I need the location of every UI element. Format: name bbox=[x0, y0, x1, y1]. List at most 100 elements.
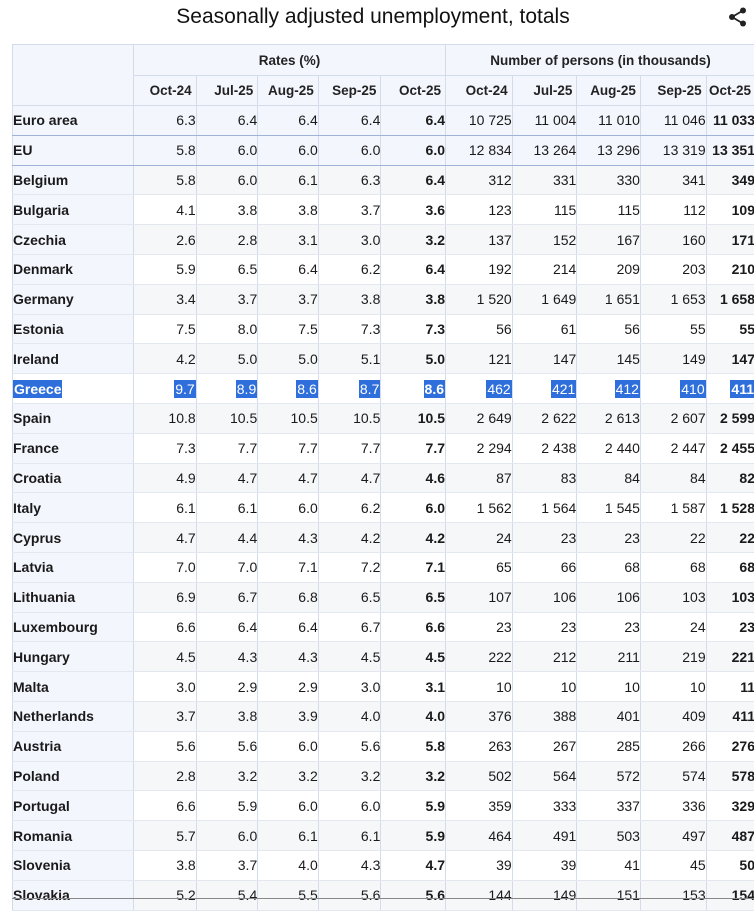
country-cell: Latvia bbox=[13, 552, 134, 582]
rate-cell-value: 7.1 bbox=[298, 559, 317, 575]
rate-cell-value: 4.1 bbox=[176, 202, 195, 218]
rate-cell-value: 6.4 bbox=[426, 112, 445, 128]
count-cell-value: 211 bbox=[618, 649, 640, 665]
count-cell: 68 bbox=[640, 552, 706, 582]
count-cell-value: 10 bbox=[561, 679, 577, 695]
rate-cell: 6.4 bbox=[258, 612, 319, 642]
country-label: Cyprus bbox=[13, 530, 61, 546]
country-label: Estonia bbox=[13, 321, 64, 337]
country-label: Belgium bbox=[13, 172, 68, 188]
count-cell-value: 10 bbox=[690, 679, 706, 695]
rate-cell: 6.6 bbox=[381, 612, 446, 642]
count-cell: 276 bbox=[706, 731, 754, 761]
count-col-header[interactable]: Jul-25 bbox=[512, 76, 577, 106]
rate-cell-value: 6.5 bbox=[426, 589, 445, 605]
rate-col-header[interactable]: Oct-24 bbox=[134, 76, 197, 106]
count-cell-value: 359 bbox=[488, 798, 511, 814]
count-cell-value: 13 351 bbox=[712, 142, 754, 158]
rate-cell: 10.5 bbox=[318, 403, 381, 433]
count-cell: 23 bbox=[446, 612, 513, 642]
count-cell: 83 bbox=[512, 463, 577, 493]
country-cell: Luxembourg bbox=[13, 612, 134, 642]
country-label: Hungary bbox=[13, 649, 70, 665]
rate-col-header[interactable]: Jul-25 bbox=[196, 76, 258, 106]
rate-cell-value: 4.4 bbox=[238, 530, 257, 546]
count-col-header[interactable]: Aug-25 bbox=[577, 76, 641, 106]
rate-cell: 3.8 bbox=[258, 195, 319, 225]
rate-col-header[interactable]: Oct-25 bbox=[381, 76, 446, 106]
count-cell-value: 171 bbox=[732, 232, 754, 248]
rate-cell: 6.0 bbox=[258, 493, 319, 523]
count-cell-value: 2 438 bbox=[541, 440, 576, 456]
rate-cell-value: 4.0 bbox=[298, 857, 317, 873]
rate-cell: 6.4 bbox=[258, 106, 319, 136]
count-cell: 149 bbox=[640, 344, 706, 374]
rate-cell: 5.9 bbox=[381, 821, 446, 851]
count-cell-value: 23 bbox=[624, 530, 640, 546]
rate-cell-value: 7.7 bbox=[238, 440, 257, 456]
count-cell: 123 bbox=[446, 195, 513, 225]
count-col-header[interactable]: Sep-25 bbox=[640, 76, 706, 106]
count-cell-value: 330 bbox=[617, 172, 640, 188]
rate-cell: 4.2 bbox=[134, 344, 197, 374]
count-cell: 336 bbox=[640, 791, 706, 821]
rate-cell: 6.4 bbox=[381, 254, 446, 284]
rate-cell: 10.5 bbox=[381, 403, 446, 433]
count-cell-value: 84 bbox=[624, 470, 640, 486]
rate-col-header[interactable]: Aug-25 bbox=[258, 76, 319, 106]
count-cell: 1 587 bbox=[640, 493, 706, 523]
country-label: Spain bbox=[13, 410, 51, 426]
rate-cell-value: 3.0 bbox=[176, 679, 195, 695]
count-cell-value: 61 bbox=[561, 321, 577, 337]
count-cell: 115 bbox=[577, 195, 641, 225]
rate-cell-value: 4.2 bbox=[176, 351, 195, 367]
count-col-header[interactable]: Oct-25 bbox=[706, 76, 754, 106]
rate-cell-value: 2.9 bbox=[298, 679, 317, 695]
count-cell: 56 bbox=[446, 314, 513, 344]
rate-cell: 3.8 bbox=[134, 850, 197, 880]
count-cell: 2 607 bbox=[640, 403, 706, 433]
rate-cell: 7.0 bbox=[134, 552, 197, 582]
rate-cell: 8.0 bbox=[196, 314, 258, 344]
share-icon[interactable] bbox=[727, 6, 749, 28]
count-cell: 23 bbox=[512, 523, 577, 553]
rate-cell: 5.2 bbox=[134, 880, 197, 910]
rate-cell-value: 5.0 bbox=[298, 351, 317, 367]
rate-cell-value: 4.9 bbox=[176, 470, 195, 486]
rate-col-header[interactable]: Sep-25 bbox=[318, 76, 381, 106]
count-cell-value: 462 bbox=[486, 380, 511, 398]
rate-cell: 6.1 bbox=[258, 821, 319, 851]
count-col-header[interactable]: Oct-24 bbox=[446, 76, 513, 106]
count-cell-value: 574 bbox=[682, 768, 705, 784]
count-cell-value: 23 bbox=[561, 619, 577, 635]
count-cell-value: 1 651 bbox=[605, 291, 640, 307]
count-cell: 409 bbox=[640, 701, 706, 731]
